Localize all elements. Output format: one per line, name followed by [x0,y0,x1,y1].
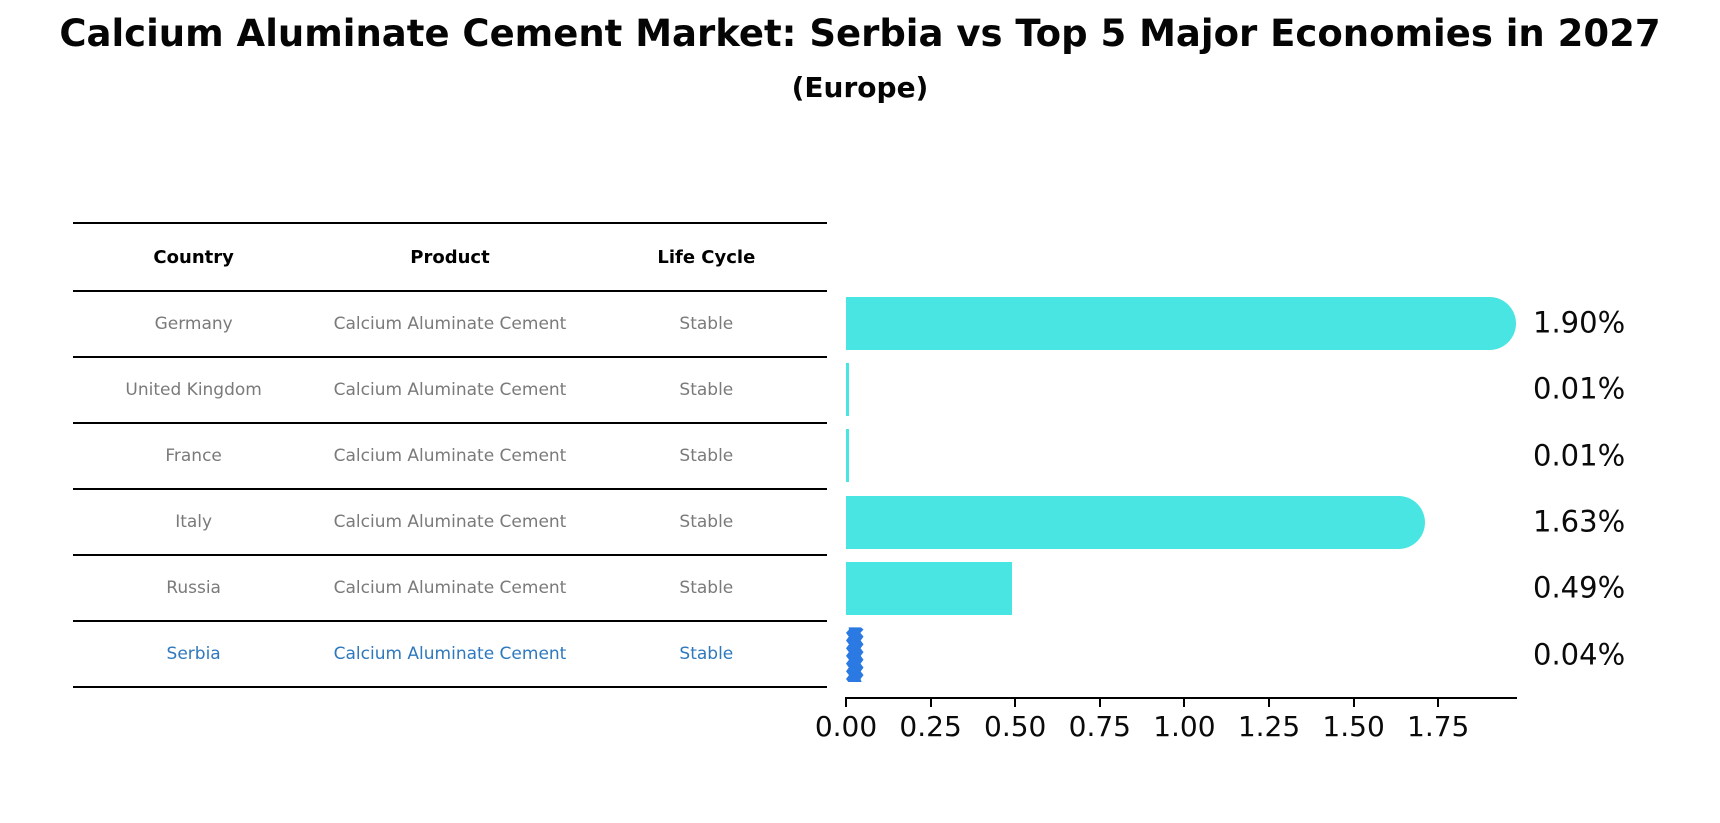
x-axis-tick [1268,699,1270,707]
x-axis-tick-label: 1.25 [1237,710,1301,743]
country-cell: Italy [175,512,213,532]
table-header-life-cycle: Life Cycle [657,246,756,268]
table-row: France Calcium Aluminate Cement Stable [73,424,827,490]
bar-value-label: 0.04% [1533,637,1626,672]
x-axis-tick-label: 1.50 [1322,710,1385,743]
lifecycle-cell: Stable [679,380,734,400]
table-row: Russia Calcium Aluminate Cement Stable [73,556,827,622]
product-cell: Calcium Aluminate Cement [333,512,567,532]
country-cell: France [165,446,222,466]
table-header-row: Country Product Life Cycle [73,224,827,292]
chart-subtitle: (Europe) [791,71,929,104]
bar-italy [846,495,1425,549]
product-cell: Calcium Aluminate Cement [333,578,567,598]
x-axis-tick [1014,699,1017,707]
bar-russia [846,561,1012,615]
country-cell: Russia [166,578,221,598]
x-axis-tick [1437,699,1440,707]
x-axis-tick [1352,699,1355,707]
bar-value-label: 1.63% [1533,504,1626,539]
x-axis-tick [929,699,932,707]
table-row: United Kingdom Calcium Aluminate Cement … [73,358,827,424]
table-row: Germany Calcium Aluminate Cement Stable [73,292,827,358]
bar-serbia [846,627,864,683]
bar-value-label: 1.90% [1533,305,1626,340]
x-axis-tick-label: 0.75 [1068,710,1131,743]
product-cell: Calcium Aluminate Cement [333,446,567,466]
lifecycle-cell: Stable [679,578,734,598]
product-cell: Calcium Aluminate Cement [333,380,567,400]
x-axis-tick [1098,699,1101,707]
bar-germany [846,296,1516,350]
x-axis-tick-label: 1.00 [1153,710,1216,743]
bar-value-label: 0.49% [1533,570,1626,605]
bar-value-label: 0.01% [1533,438,1626,473]
x-axis-line [845,697,1517,699]
product-cell: Calcium Aluminate Cement [333,644,567,664]
x-axis-tick [845,699,847,707]
country-table: Country Product Life Cycle Germany Calci… [73,222,827,688]
country-cell: United Kingdom [125,380,262,400]
bar-value-label: 0.01% [1533,371,1626,406]
country-cell: Germany [154,314,233,334]
table-row: Serbia Calcium Aluminate Cement Stable [73,622,827,688]
chart-title: Calcium Aluminate Cement Market: Serbia … [59,12,1661,55]
product-cell: Calcium Aluminate Cement [333,314,567,334]
table-row: Italy Calcium Aluminate Cement Stable [73,490,827,556]
lifecycle-cell: Stable [679,314,734,334]
x-axis-tick-label: 0.25 [899,710,962,743]
table-header-country: Country [153,246,234,268]
x-axis-tick-label: 1.75 [1407,710,1470,743]
x-axis-tick [1183,699,1186,707]
x-axis-tick-label: 0.50 [984,710,1047,743]
bar-united-kingdom [846,362,850,416]
table-header-product: Product [410,246,490,268]
bar-france [846,429,850,483]
lifecycle-cell: Stable [679,512,734,532]
table-body: Germany Calcium Aluminate Cement Stable … [73,292,827,688]
lifecycle-cell: Stable [679,644,734,664]
x-axis-tick-label: 0.00 [814,710,878,743]
country-cell: Serbia [166,644,221,664]
lifecycle-cell: Stable [679,446,734,466]
